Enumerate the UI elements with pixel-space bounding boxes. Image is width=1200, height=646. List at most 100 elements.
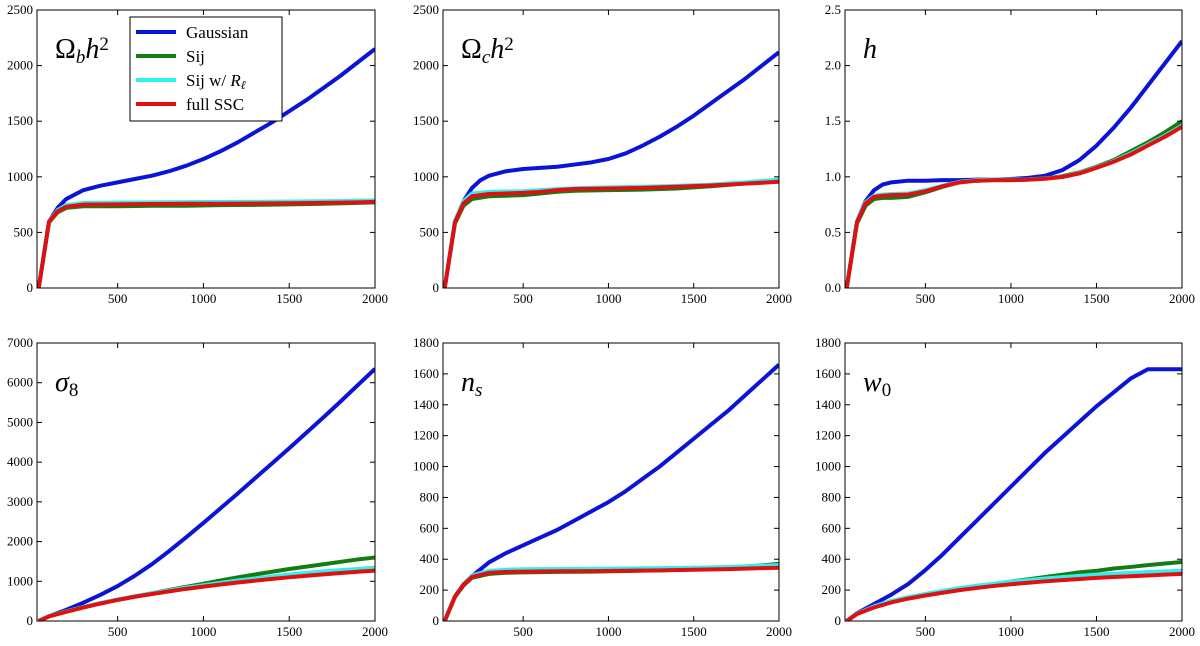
y-tick-label: 200 [822,582,842,597]
y-tick-label: 1.0 [825,169,841,184]
y-tick-label: 1000 [7,573,33,588]
y-tick-label: 3000 [7,494,33,509]
panel-1: 500 1000 1500 2000 0 500 1000 1500 2000 2500 Ωbh2 [7,2,388,306]
y-tick-label: 1200 [413,428,439,443]
series-line-full-ssc [845,125,1182,288]
y-tick-label: 1500 [7,113,33,128]
x-tick-label: 1000 [595,291,621,306]
legend-label: full SSC [186,95,244,114]
y-tick-label: 0.5 [825,224,841,239]
panel-title: σ8 [55,367,78,401]
y-tick-label: 2500 [413,2,439,17]
series-lines [845,367,1182,621]
legend-label: Sij [186,47,205,66]
x-tick-label: 1000 [595,624,621,639]
panel-title: ns [461,367,482,401]
y-tick-label: 1400 [413,397,439,412]
series-line-full-ssc [845,571,1182,621]
x-tick-label: 1500 [276,291,302,306]
y-tick-label: 200 [420,582,440,597]
legend-label: Gaussian [186,23,249,42]
y-tick-label: 1500 [413,113,439,128]
y-tick-label: 0 [433,613,440,628]
x-tick-label: 1000 [190,624,216,639]
y-tick-label: 1600 [815,366,841,381]
y-tick-label: 1800 [413,335,439,350]
x-tick-label: 1500 [1083,624,1109,639]
y-tick-label: 2500 [7,2,33,17]
y-tick-label: 7000 [7,335,33,350]
legend: Gaussian Sij Sij w/ Rℓ full SSC [129,16,283,122]
x-tick-label: 2000 [1169,291,1195,306]
x-tick-label: 500 [108,291,128,306]
y-tick-label: 5000 [7,414,33,429]
panel-title: Ωbh2 [55,34,109,68]
axes-frame [442,9,780,289]
y-tick-label: 0.0 [825,280,841,295]
panels: 500 1000 1500 200005001000150020002500Ωbh25… [7,2,1195,639]
panel-2: 500 1000 1500 2000 0 500 1000 1500 2000 2500 Ωch2 [413,2,792,306]
y-tick-label: 600 [822,520,842,535]
series-line-full-ssc [37,568,375,621]
series-lines [443,50,779,288]
y-tick-label: 400 [822,551,842,566]
series-lines [443,363,779,621]
x-tick-label: 500 [916,291,936,306]
axes-frame [442,342,780,622]
y-tick-label: 1000 [413,169,439,184]
y-tick-label: 800 [420,489,440,504]
series-lines [37,367,375,621]
y-tick-label: 2000 [413,58,439,73]
y-tick-label: 4000 [7,454,33,469]
y-tick-label: 1000 [7,169,33,184]
series-line-gaussian [443,363,779,621]
y-tick-label: 0 [835,613,842,628]
series-lines [845,39,1182,288]
series-line-gaussian [37,367,375,621]
panel-3: 500 1000 1500 2000 0.0 0.5 1.0 1.5 2.0 2.5 h [825,2,1195,306]
x-tick-label: 1500 [276,624,302,639]
x-tick-label: 2000 [362,291,388,306]
x-tick-label: 1500 [681,624,707,639]
x-tick-label: 1000 [998,291,1024,306]
x-tick-label: 2000 [766,624,792,639]
panel-title: Ωch2 [461,34,514,68]
y-tick-label: 2000 [7,58,33,73]
y-tick-label: 6000 [7,375,33,390]
axes-frame [844,342,1183,622]
y-tick-label: 2000 [7,534,33,549]
y-tick-label: 1800 [815,335,841,350]
y-tick-label: 2.5 [825,2,841,17]
y-tick-label: 0 [27,613,34,628]
y-tick-label: 0 [27,280,34,295]
panel-title: w0 [863,367,891,401]
y-tick-label: 400 [420,551,440,566]
x-tick-label: 2000 [766,291,792,306]
series-line-gaussian [37,47,375,288]
series-line-full-ssc [37,199,375,288]
axes-frame [36,342,376,622]
panel-4: 500 1000 1500 2000 0 1000 2000 3000 4000 5000 6000… [7,335,388,639]
y-tick-label: 2.0 [825,58,841,73]
panel-5: 500 1000 1500 2000 0 200 400 600 800 1000 1200 1400… [413,335,792,639]
x-tick-label: 500 [513,291,533,306]
y-tick-label: 1600 [413,366,439,381]
x-tick-label: 1000 [190,291,216,306]
legend-label: Sij w/ Rℓ [186,71,246,92]
series-line-full-ssc [443,565,779,621]
y-tick-label: 600 [420,520,440,535]
y-tick-label: 800 [822,489,842,504]
panel-6: 500 1000 1500 2000 0 200 400 600 800 1000 1200 1400… [815,335,1195,639]
x-tick-label: 500 [513,624,533,639]
y-tick-label: 500 [420,224,440,239]
x-tick-label: 2000 [1169,624,1195,639]
axes-frame [36,9,376,289]
x-tick-label: 2000 [362,624,388,639]
panel-title: h [863,34,877,65]
series-lines [37,47,375,288]
y-tick-label: 0 [433,280,440,295]
y-tick-label: 1000 [413,459,439,474]
y-tick-label: 1000 [815,459,841,474]
y-tick-label: 1400 [815,397,841,412]
